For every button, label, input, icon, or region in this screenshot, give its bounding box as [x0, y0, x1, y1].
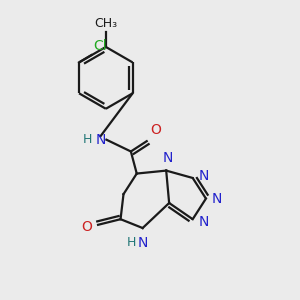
Text: N: N: [199, 215, 209, 229]
Text: O: O: [81, 220, 92, 234]
Text: O: O: [150, 123, 161, 137]
Text: N: N: [163, 151, 173, 165]
Text: N: N: [137, 236, 148, 250]
Text: CH₃: CH₃: [94, 17, 117, 30]
Text: Cl: Cl: [93, 39, 106, 53]
Text: N: N: [212, 192, 222, 206]
Text: H: H: [127, 236, 136, 249]
Text: N: N: [199, 169, 209, 184]
Text: H: H: [83, 133, 92, 146]
Text: N: N: [95, 133, 106, 147]
